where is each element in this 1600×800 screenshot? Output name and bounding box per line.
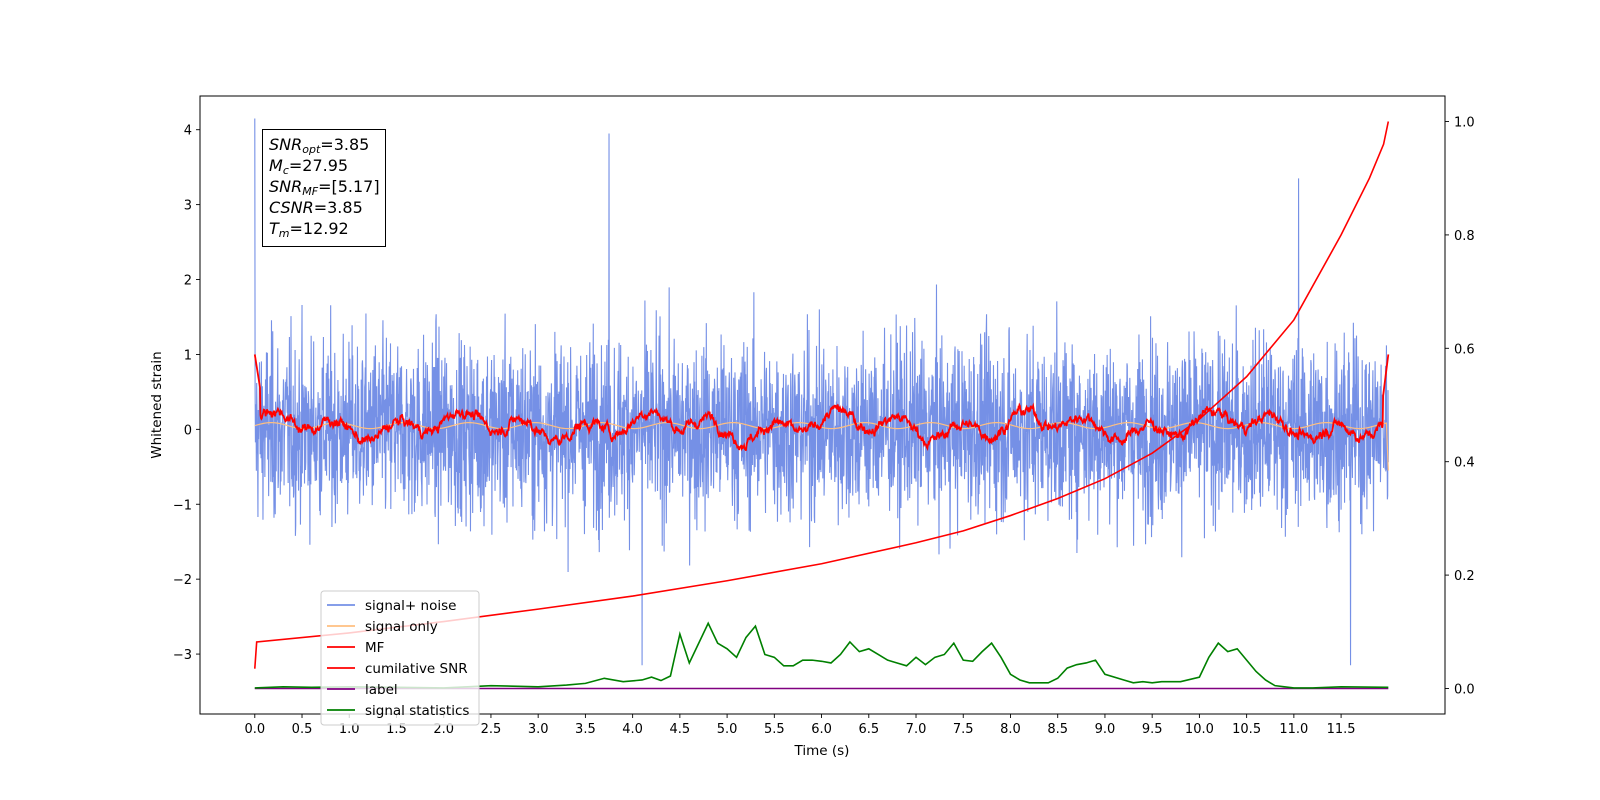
legend-entry: cumilative SNR <box>365 661 468 677</box>
legend-entry: label <box>365 682 398 698</box>
x-tick-label: 3.5 <box>575 722 596 737</box>
annotation-tm: Tm=12.92 <box>269 219 349 240</box>
y-tick-label: 0 <box>184 423 192 438</box>
annotation-snr-mf: SNRMF=[5.17] <box>269 177 380 198</box>
x-tick-label: 8.5 <box>1047 722 1068 737</box>
y2-tick-label: 1.0 <box>1454 116 1475 131</box>
plot-frame <box>199 95 1446 715</box>
x-tick-label: 0.0 <box>244 722 265 737</box>
y2-tick-label: 0.4 <box>1454 456 1475 471</box>
x-axis-label: Time (s) <box>794 743 850 759</box>
legend-entry: signal+ noise <box>365 598 456 614</box>
x-axis: 0.0 0.5 1.0 1.5 2.0 2.5 3.0 3.5 4.0 4.5 5.0 5.5 6.0 6… <box>244 714 1356 737</box>
legend-entry: signal statistics <box>365 703 469 719</box>
annotation-mc: Mc=27.95 <box>269 156 349 177</box>
legend-entry: signal only <box>365 619 438 635</box>
y2-tick-label: 0.8 <box>1454 229 1475 244</box>
x-tick-label: 1.5 <box>386 722 407 737</box>
y-tick-label: −2 <box>173 573 192 588</box>
x-tick-label: 2.0 <box>433 722 454 737</box>
y-tick-label: 2 <box>184 274 192 289</box>
series-signal-noise <box>254 118 1389 666</box>
y-axis-left: −3 −2 −1 0 1 2 3 4 <box>173 124 200 663</box>
x-tick-label: 9.5 <box>1142 722 1163 737</box>
y-tick-label: 4 <box>184 124 192 139</box>
series-signal-statistics <box>254 621 1389 689</box>
y2-tick-label: 0.2 <box>1454 569 1475 584</box>
y2-tick-label: 0.6 <box>1454 342 1475 357</box>
x-tick-label: 3.0 <box>528 722 549 737</box>
y-tick-label: 1 <box>184 348 192 363</box>
x-tick-label: 6.5 <box>858 722 879 737</box>
x-tick-label: 1.0 <box>339 722 360 737</box>
x-tick-label: 6.0 <box>811 722 832 737</box>
x-tick-label: 10.0 <box>1185 722 1214 737</box>
x-tick-label: 11.0 <box>1279 722 1308 737</box>
x-tick-label: 10.5 <box>1232 722 1261 737</box>
x-tick-label: 4.0 <box>622 722 643 737</box>
y2-tick-label: 0.0 <box>1454 682 1475 697</box>
x-tick-label: 2.5 <box>481 722 502 737</box>
series-mf <box>253 354 1390 452</box>
x-tick-label: 8.0 <box>1000 722 1021 737</box>
y-tick-label: −1 <box>173 498 192 513</box>
x-tick-label: 11.5 <box>1327 722 1356 737</box>
x-tick-label: 7.0 <box>906 722 927 737</box>
x-tick-label: 7.5 <box>953 722 974 737</box>
legend-entry: MF <box>365 640 384 656</box>
legend: signal+ noise signal only MF cumilative SNR… <box>320 590 480 726</box>
annotation-snr-opt: SNRopt=3.85 <box>269 135 370 156</box>
x-tick-label: 4.5 <box>670 722 691 737</box>
stats-annotation-box: SNRopt=3.85 Mc=27.95 SNRMF=[5.17] CSNR=3… <box>262 129 386 247</box>
x-tick-label: 5.5 <box>764 722 785 737</box>
y-tick-label: −3 <box>173 648 192 663</box>
x-tick-label: 5.0 <box>717 722 738 737</box>
y-axis-label: Whitened strain <box>149 351 165 458</box>
x-tick-label: 9.0 <box>1095 722 1116 737</box>
y-axis-right: 0.0 0.2 0.4 0.6 0.8 1.0 <box>1445 116 1475 697</box>
x-tick-label: 0.5 <box>292 722 313 737</box>
y-tick-label: 3 <box>184 199 192 214</box>
annotation-csnr: CSNR=3.85 <box>269 198 363 217</box>
legend-box <box>320 590 480 726</box>
